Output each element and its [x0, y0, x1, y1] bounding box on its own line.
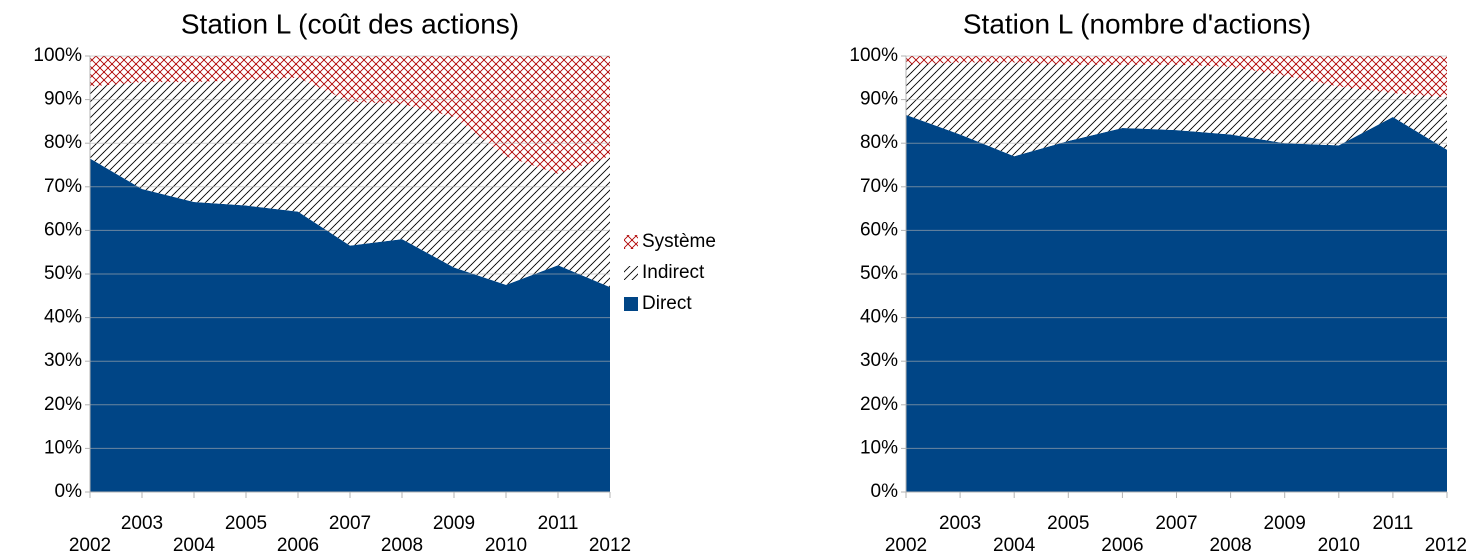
- chart-title: Station L (nombre d'actions): [963, 8, 1311, 39]
- y-tick-label: 90%: [44, 89, 82, 110]
- chart-title: Station L (coût des actions): [181, 8, 519, 39]
- y-tick-label: 60%: [44, 219, 82, 240]
- y-tick-label: 100%: [849, 45, 898, 66]
- x-tick-label: 2011: [538, 513, 579, 534]
- y-tick-label: 100%: [33, 45, 82, 66]
- x-tick-label: 2009: [1264, 513, 1306, 534]
- x-tick-label: 2010: [485, 535, 527, 552]
- y-tick-label: 50%: [44, 263, 82, 284]
- x-tick-label: 2008: [381, 535, 423, 552]
- x-tick-label: 2010: [1318, 535, 1360, 552]
- x-tick-label: 2005: [1047, 513, 1089, 534]
- x-tick-label: 2008: [1209, 535, 1251, 552]
- y-tick-label: 40%: [44, 307, 82, 328]
- legend-label: Système: [642, 231, 716, 252]
- area: [90, 158, 610, 492]
- y-tick-label: 70%: [860, 176, 898, 197]
- y-tick-label: 60%: [860, 219, 898, 240]
- x-tick-label: 2012: [1425, 535, 1467, 552]
- x-tick-label: 2006: [277, 535, 319, 552]
- area: [90, 56, 610, 174]
- x-tick-label: 2004: [993, 535, 1036, 552]
- y-tick-label: 50%: [860, 263, 898, 284]
- area: [906, 62, 1447, 157]
- y-tick-label: 40%: [860, 307, 898, 328]
- y-tick-label: 20%: [44, 394, 82, 415]
- x-tick-label: 2006: [1101, 535, 1143, 552]
- legend-label: Indirect: [642, 262, 705, 283]
- legend-swatch: [624, 235, 638, 249]
- x-tick-label: 2011: [1372, 513, 1413, 534]
- x-tick-label: 2002: [69, 535, 111, 552]
- y-tick-label: 0%: [55, 481, 83, 502]
- x-tick-label: 2003: [939, 513, 981, 534]
- y-tick-label: 80%: [860, 132, 898, 153]
- y-tick-label: 10%: [44, 437, 82, 458]
- x-tick-label: 2005: [225, 513, 267, 534]
- x-tick-label: 2003: [121, 513, 163, 534]
- x-tick-label: 2012: [589, 535, 631, 552]
- y-tick-label: 0%: [871, 481, 899, 502]
- x-tick-label: 2009: [433, 513, 475, 534]
- y-tick-label: 30%: [44, 350, 82, 371]
- y-tick-label: 30%: [860, 350, 898, 371]
- area: [90, 77, 610, 288]
- y-tick-label: 70%: [44, 176, 82, 197]
- x-tick-label: 2007: [329, 513, 371, 534]
- y-tick-label: 80%: [44, 132, 82, 153]
- legend-label: Direct: [642, 293, 692, 314]
- x-tick-label: 2002: [885, 535, 927, 552]
- y-tick-label: 10%: [860, 437, 898, 458]
- y-tick-label: 20%: [860, 394, 898, 415]
- area: [906, 56, 1447, 98]
- y-tick-label: 90%: [860, 89, 898, 110]
- x-tick-label: 2004: [173, 535, 216, 552]
- area: [906, 114, 1447, 493]
- legend-swatch: [624, 297, 638, 311]
- legend-swatch: [624, 266, 638, 280]
- x-tick-label: 2007: [1155, 513, 1197, 534]
